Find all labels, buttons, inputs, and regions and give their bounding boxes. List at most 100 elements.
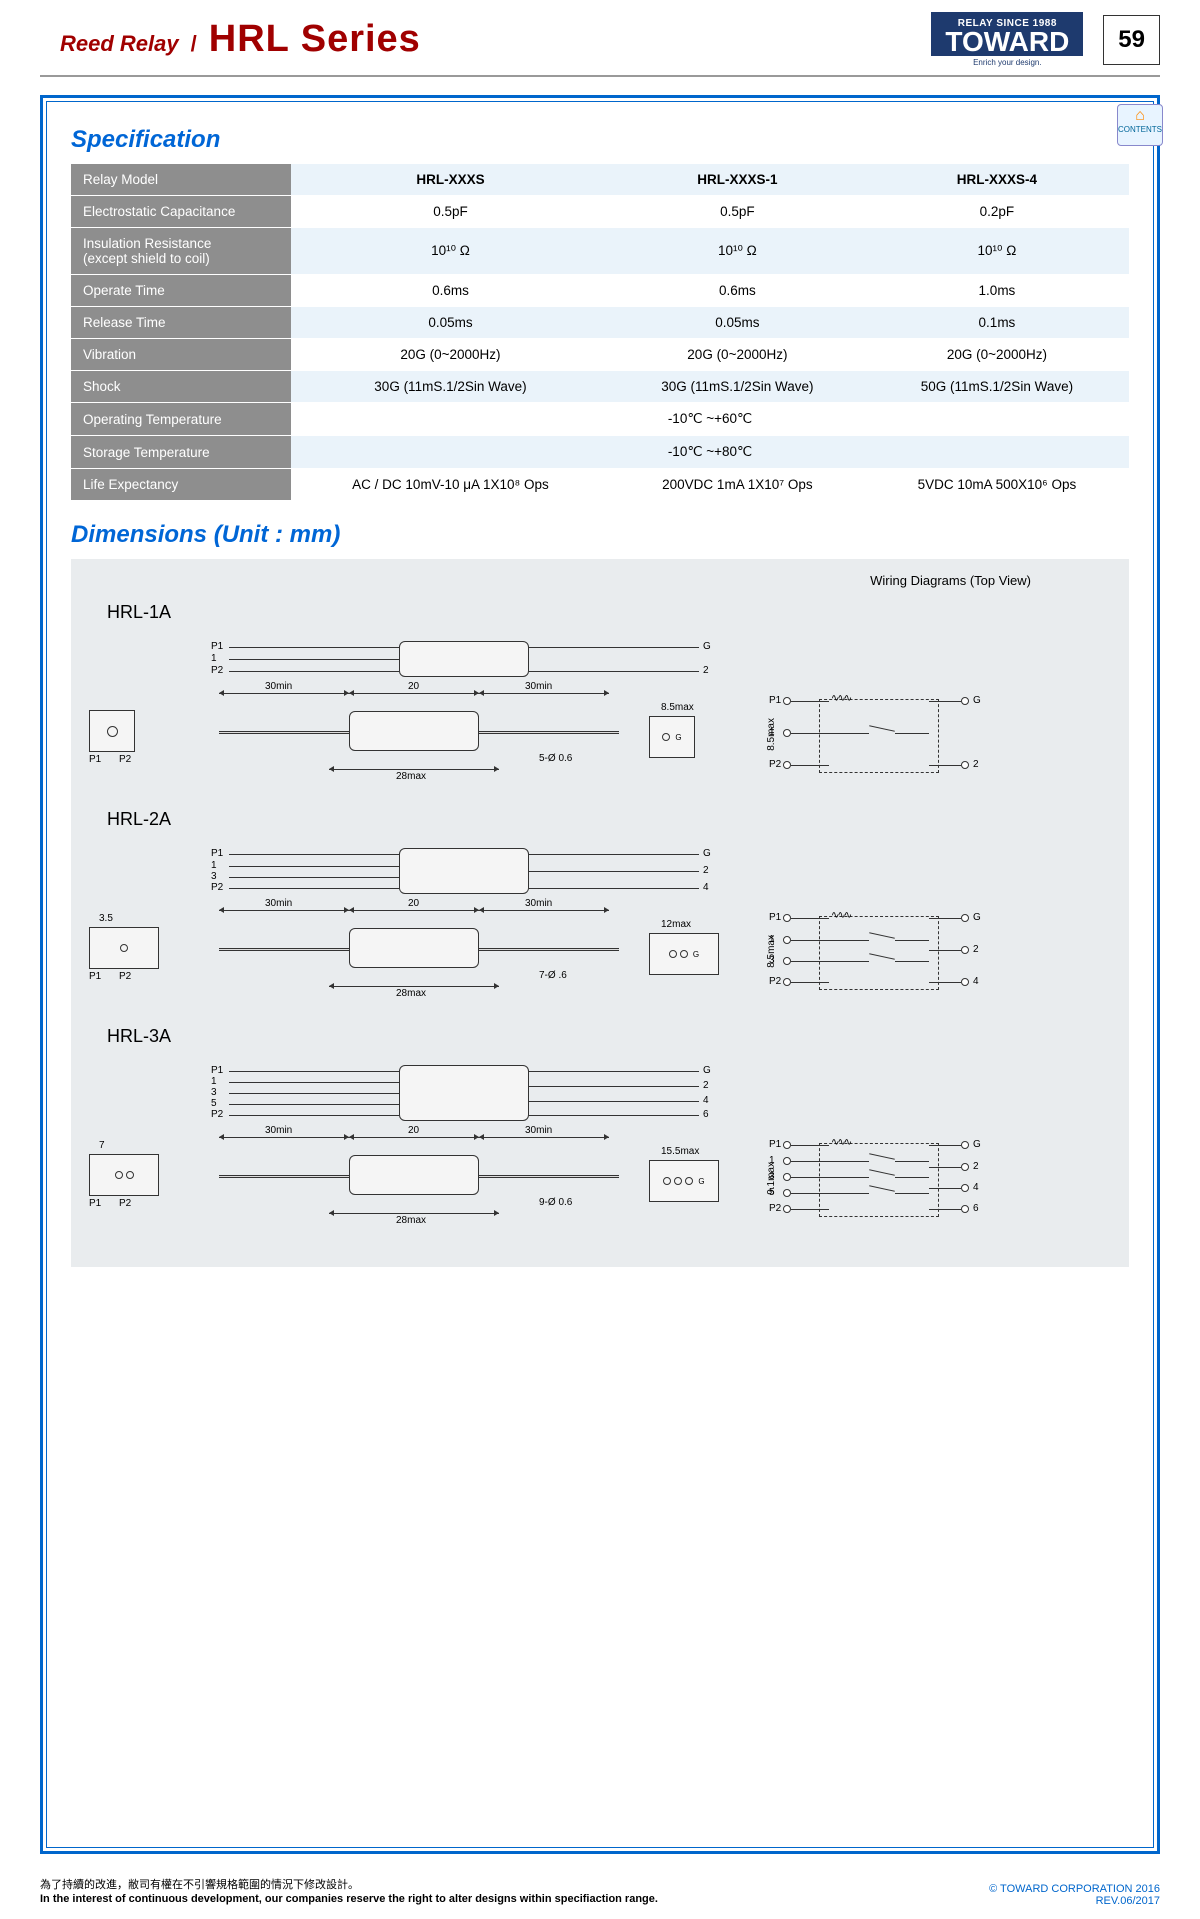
dim-title: Dimensions (Unit : mm): [71, 521, 1129, 549]
side-view: 30min 20 30min 9-Ø 0.6 28max: [179, 1125, 649, 1225]
dim-text: 30min: [525, 1125, 552, 1136]
pin-label: 5: [211, 1098, 217, 1109]
spec-table: Relay Model HRL-XXXS HRL-XXXS-1 HRL-XXXS…: [71, 164, 1129, 501]
lead: [229, 866, 399, 867]
pin-label: G: [703, 641, 711, 652]
connector-left: 7 P1 P2: [89, 1154, 179, 1196]
footer-en: In the interest of continuous developmen…: [40, 1892, 658, 1906]
side-view-row: P1 P2 30min 20 30min 5-Ø 0.6 28max 8.5ma…: [89, 681, 1111, 781]
lead: [229, 888, 399, 889]
logo-sub: Enrich your design.: [931, 58, 1083, 67]
dim-text: 20: [408, 681, 419, 692]
wire: [791, 940, 829, 941]
spec-label: Life Expectancy: [71, 469, 291, 501]
pin-label: 2: [973, 944, 979, 955]
wire: [829, 961, 869, 962]
wire: [895, 733, 929, 734]
page-number: 59: [1103, 15, 1160, 65]
wire: [895, 1177, 929, 1178]
spec-val: 20G (0~2000Hz): [865, 339, 1129, 371]
lead: [529, 671, 699, 672]
model-name: HRL-3A: [107, 1026, 1111, 1047]
lead: [229, 877, 399, 878]
connector-left: P1 P2: [89, 710, 179, 752]
terminal: [783, 1141, 791, 1149]
spec-val: 50G (11mS.1/2Sin Wave): [865, 371, 1129, 403]
spec-label: Electrostatic Capacitance: [71, 196, 291, 228]
wire: [791, 1193, 829, 1194]
model-diagram: HRL-2AP113P2G24 3.5 P1 P2 30min 20 30min…: [89, 809, 1111, 998]
relay-body: [349, 928, 479, 968]
side-view: 30min 20 30min 7-Ø .6 28max: [179, 898, 649, 998]
dim-text: 30min: [265, 681, 292, 692]
pin-label: 4: [703, 1095, 709, 1106]
relay-body: [399, 1065, 529, 1121]
terminal: [961, 1205, 969, 1213]
wire: [929, 1209, 961, 1210]
spec-label: Shock: [71, 371, 291, 403]
spec-label: Insulation Resistance (except shield to …: [71, 228, 291, 275]
lead: [229, 1082, 399, 1083]
lead: [229, 647, 399, 648]
contents-tab[interactable]: CONTENTS: [1117, 104, 1163, 146]
wire: [895, 1161, 929, 1162]
pin-label: P2: [769, 1203, 781, 1214]
pin-label: 3: [769, 955, 775, 966]
terminal: [961, 914, 969, 922]
pin-label: P1: [89, 971, 101, 982]
wire: [791, 765, 829, 766]
wiring-schematic: P113P2G24∿∿∿: [769, 908, 989, 988]
dim-line: [329, 986, 499, 987]
pin-label: G: [973, 912, 981, 923]
spec-val: 200VDC 1mA 1X10⁷ Ops: [610, 469, 865, 501]
relay-body: [349, 711, 479, 751]
pin-label: P1: [211, 848, 223, 859]
spec-val: 0.05ms: [291, 307, 610, 339]
top-view: P11P2G2: [89, 629, 1111, 681]
connector-right: 12max G 8.5max: [649, 921, 769, 975]
terminal: [961, 697, 969, 705]
terminal: [783, 697, 791, 705]
content-frame: CONTENTS Specification Relay Model HRL-X…: [40, 95, 1160, 1854]
wire: [929, 765, 961, 766]
wire: [895, 940, 929, 941]
pin-label: 4: [973, 976, 979, 987]
dim-text: 28max: [396, 988, 426, 999]
pin-label: 3: [211, 1087, 217, 1098]
terminal: [783, 978, 791, 986]
connector-left: 3.5 P1 P2: [89, 927, 179, 969]
wire: [829, 733, 869, 734]
coil-icon: ∿∿∿: [831, 910, 850, 921]
spec-label: Operating Temperature: [71, 403, 291, 436]
spec-model: HRL-XXXS: [291, 164, 610, 196]
coil-icon: ∿∿∿: [831, 1137, 850, 1148]
terminal: [961, 978, 969, 986]
terminal: [783, 914, 791, 922]
dim-text: 7: [99, 1140, 105, 1151]
spec-val: AC / DC 10mV-10 μA 1X10⁸ Ops: [291, 469, 610, 501]
terminal: [783, 729, 791, 737]
pin-label: P1: [89, 1198, 101, 1209]
lead: [229, 659, 399, 660]
spec-val: 20G (0~2000Hz): [610, 339, 865, 371]
side-view-row: 3.5 P1 P2 30min 20 30min 7-Ø .6 28max 12…: [89, 898, 1111, 998]
wire: [829, 1177, 869, 1178]
top-view: P1135P2G246: [89, 1053, 1111, 1125]
lead: [229, 854, 399, 855]
dim-text: 12max: [661, 919, 691, 930]
slash: /: [191, 31, 197, 57]
lead: [529, 888, 699, 889]
wire: [929, 950, 961, 951]
spec-model: HRL-XXXS-1: [610, 164, 865, 196]
dim-text: 9-Ø 0.6: [539, 1197, 572, 1208]
wire: [929, 982, 961, 983]
spec-val: 30G (11mS.1/2Sin Wave): [291, 371, 610, 403]
pin-label: 2: [973, 759, 979, 770]
spec-val: 0.6ms: [610, 275, 865, 307]
lead: [529, 647, 699, 648]
pin-label: 6: [973, 1203, 979, 1214]
wire: [895, 961, 929, 962]
dim-line: [329, 769, 499, 770]
side-view-row: 7 P1 P2 30min 20 30min 9-Ø 0.6 28max 15.…: [89, 1125, 1111, 1225]
logo-main: TOWARD: [945, 29, 1069, 54]
